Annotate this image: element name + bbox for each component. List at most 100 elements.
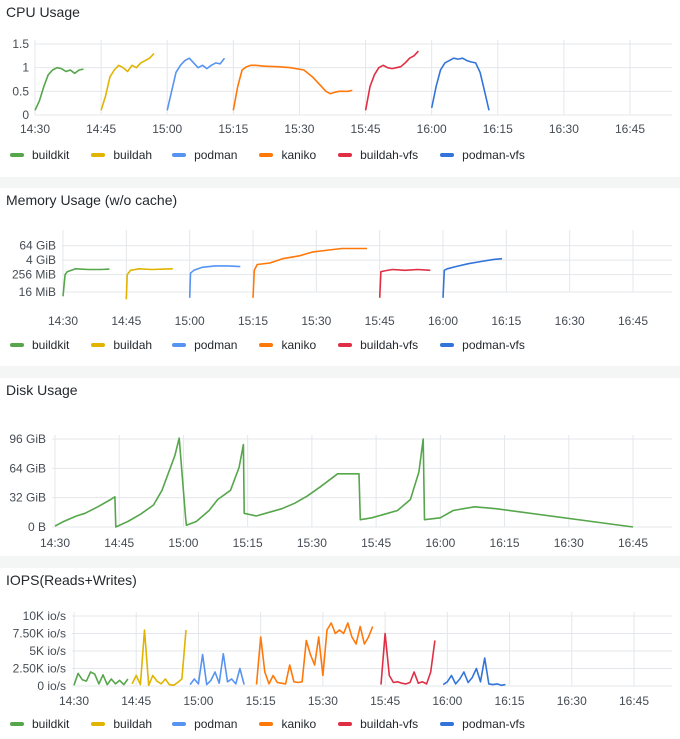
x-tick-label: 16:15 [483,122,513,136]
series-line-buildah-vfs[interactable] [378,268,431,298]
x-tick-label: 16:45 [618,536,648,550]
legend-swatch [172,153,187,157]
chart-disk: 0 B 32 GiB 64 GiB 96 GiB 14:30 14:45 15:00 15:1… [9,432,672,550]
legend-item-buildah[interactable]: buildah [91,717,152,731]
panel-cpu-usage: CPU Usage 0 0.5 1 1.5 14:30 14:45 15:00 15:15 15… [0,0,680,177]
x-tick-label: 15:15 [233,536,263,550]
legend-item-buildah-vfs[interactable]: buildah-vfs [338,717,418,731]
legend-item-podman[interactable]: podman [172,338,237,352]
y-tick-label: 16 MiB [19,285,56,299]
series-line-podman-vfs[interactable] [430,57,490,111]
legend-label: buildkit [32,148,70,162]
series-line-buildkit[interactable] [54,437,634,528]
legend-label: buildah-vfs [360,717,419,731]
legend-swatch [91,153,106,157]
x-tick-label: 14:45 [104,536,134,550]
y-tick-label: 64 GiB [19,239,56,253]
x-tick-label: 14:30 [20,122,50,136]
legend-label: buildah-vfs [360,148,419,162]
x-tick-label: 16:30 [555,314,585,328]
legend-swatch [91,722,106,726]
x-tick-label: 15:30 [308,694,338,708]
legend-label: podman [194,717,238,731]
legend-label: kaniko [281,338,317,352]
legend-item-buildkit[interactable]: buildkit [10,717,69,731]
legend-item-buildah[interactable]: buildah [91,148,152,162]
series-line-podman-vfs[interactable] [442,257,503,298]
series-line-buildah-vfs[interactable] [380,632,436,685]
legend-item-buildah-vfs[interactable]: buildah-vfs [338,338,418,352]
x-tick-label: 16:00 [417,122,447,136]
y-tick-label: 96 GiB [9,432,46,446]
x-tick-label: 15:30 [284,122,314,136]
x-tick-label: 14:30 [48,314,78,328]
y-tick-label: 10K io/s [23,609,66,623]
x-tick-label: 15:15 [246,694,276,708]
series-line-podman-vfs[interactable] [442,657,506,687]
y-tick-label: 0 B [28,520,46,534]
series-line-kaniko[interactable] [255,622,374,685]
series-line-buildah[interactable] [125,268,173,300]
legend-item-podman-vfs[interactable]: podman-vfs [440,338,525,352]
legend-label: kaniko [281,148,317,162]
x-tick-label: 16:45 [615,122,645,136]
legend-item-podman-vfs[interactable]: podman-vfs [440,148,525,162]
legend-label: buildkit [32,717,70,731]
x-tick-label: 15:15 [238,314,268,328]
legend-item-buildah[interactable]: buildah [91,338,152,352]
series-line-buildkit[interactable] [62,268,110,297]
x-tick-label: 16:30 [549,122,579,136]
x-tick-label: 16:30 [554,536,584,550]
series-line-kaniko[interactable] [252,247,367,298]
x-tick-label: 15:15 [218,122,248,136]
y-tick-label: 0.5 [12,84,29,98]
legend-item-kaniko[interactable]: kaniko [259,717,316,731]
series-line-podman[interactable] [189,653,245,686]
legend-item-kaniko[interactable]: kaniko [259,148,316,162]
x-tick-label: 16:45 [618,314,648,328]
legend-item-podman[interactable]: podman [172,717,237,731]
x-tick-label: 15:45 [351,122,381,136]
y-tick-label: 1.5 [12,37,29,51]
series-line-kaniko[interactable] [232,64,353,111]
series-line-podman[interactable] [188,265,241,298]
x-tick-label: 15:30 [301,314,331,328]
y-tick-label: 0 [22,108,29,122]
x-tick-label: 16:00 [432,694,462,708]
x-tick-label: 16:15 [491,314,521,328]
x-tick-label: 16:00 [425,536,455,550]
legend-item-kaniko[interactable]: kaniko [259,338,316,352]
y-tick-label: 7.50K io/s [13,627,66,641]
legend-item-buildkit[interactable]: buildkit [10,338,69,352]
legend-swatch [440,343,455,347]
x-tick-label: 15:45 [370,694,400,708]
legend-swatch [10,153,24,157]
series-line-buildah[interactable] [131,629,187,687]
x-tick-label: 16:45 [619,694,649,708]
panel-title[interactable]: IOPS(Reads+Writes) [6,572,137,588]
legend-item-podman-vfs[interactable]: podman-vfs [440,717,525,731]
legend-label: buildah-vfs [360,338,419,352]
y-tick-label: 32 GiB [9,491,46,505]
panel-iops: IOPS(Reads+Writes) 0 io/s 2.50K io/s 5K io… [0,568,680,739]
legend-swatch [440,722,455,726]
legend-label: buildah [113,148,153,162]
x-tick-label: 15:00 [152,122,182,136]
series-line-buildah-vfs[interactable] [364,50,419,111]
legend-item-podman[interactable]: podman [172,148,237,162]
y-tick-label: 256 MiB [12,268,56,282]
series-line-buildkit[interactable] [34,66,84,111]
panel-disk-usage: Disk Usage 0 B 32 GiB 64 GiB 96 GiB 14:30 14:… [0,378,680,556]
series-line-buildkit[interactable] [73,671,129,686]
legend-swatch [259,343,274,347]
legend-item-buildah-vfs[interactable]: buildah-vfs [338,148,418,162]
legend-item-buildkit[interactable]: buildkit [10,148,69,162]
panel-title[interactable]: Disk Usage [6,382,78,398]
y-tick-label: 4 GiB [26,253,56,267]
series-line-podman[interactable] [166,57,226,111]
x-tick-label: 16:00 [428,314,458,328]
panel-title[interactable]: CPU Usage [6,4,80,20]
series-line-buildah[interactable] [100,52,155,111]
panel-title[interactable]: Memory Usage (w/o cache) [6,192,178,208]
x-tick-label: 14:45 [121,694,151,708]
